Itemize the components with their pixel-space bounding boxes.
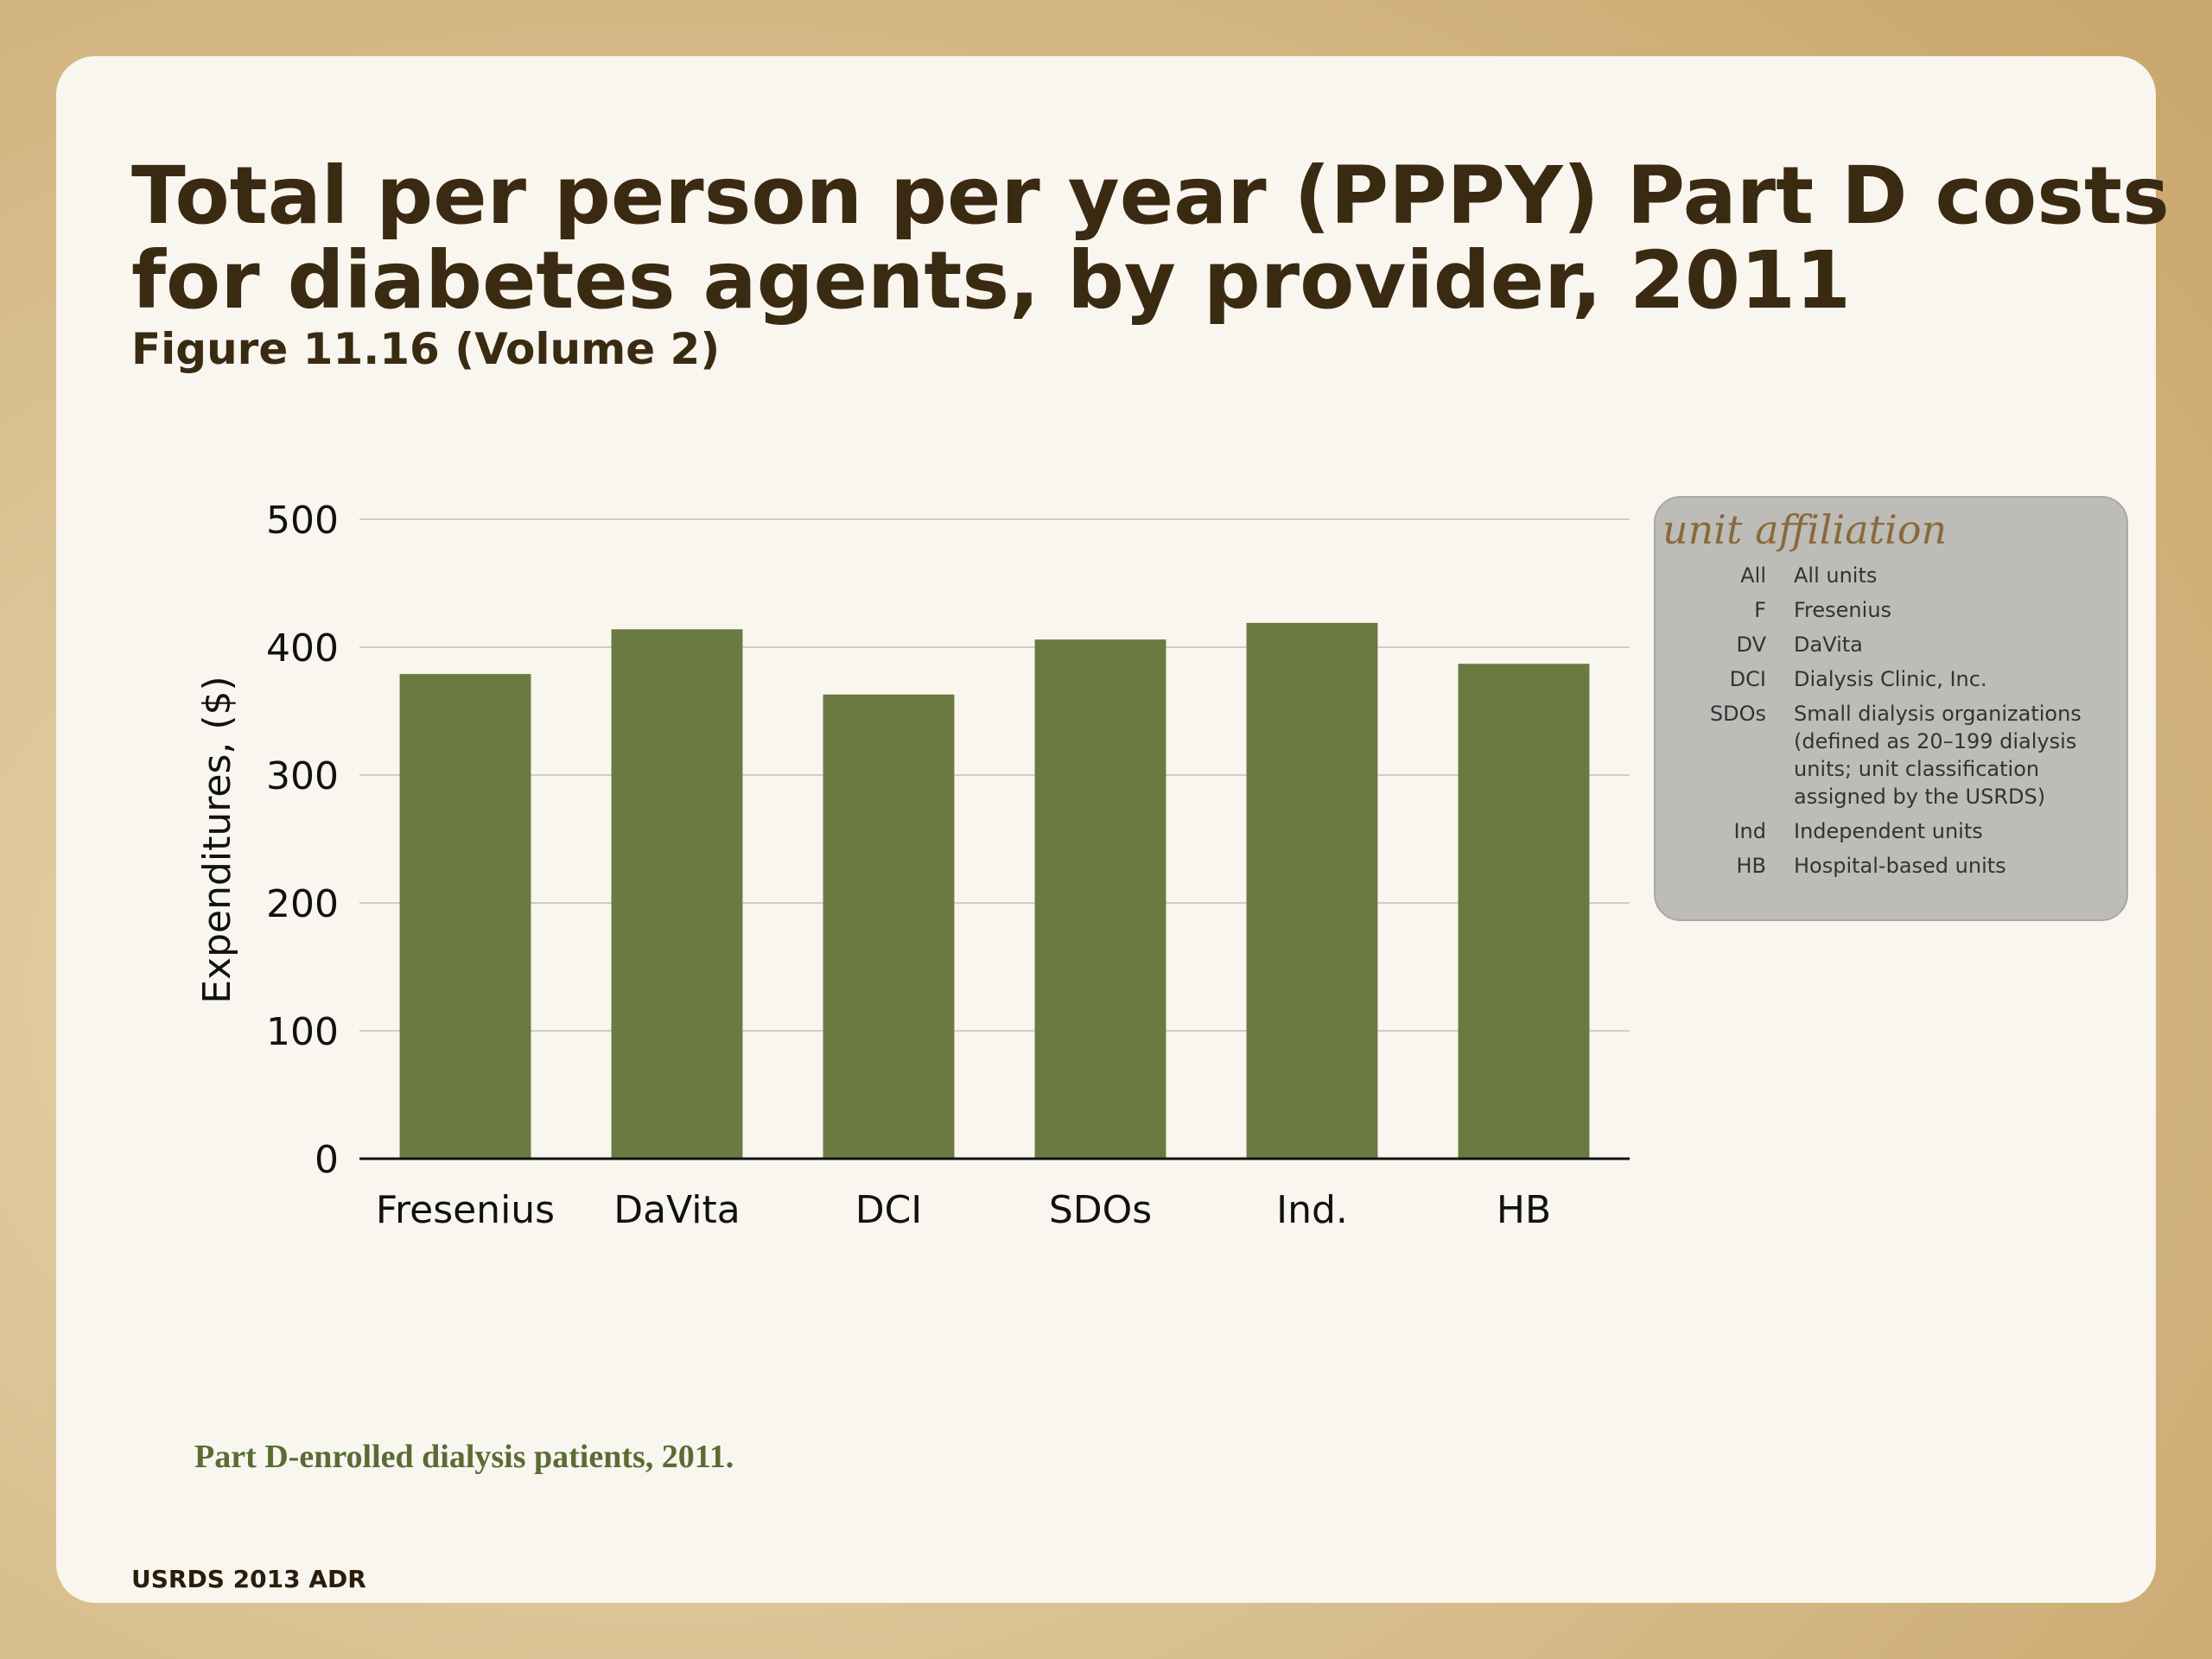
legend-definition: assigned by the USRDS) [1794,785,2045,809]
legend-definition: DaVita [1794,632,1863,657]
y-tick-label: 500 [266,499,339,543]
bar [611,629,743,1159]
legend-definition: Dialysis Clinic, Inc. [1794,667,1987,691]
y-tick-label: 100 [266,1010,339,1054]
bar [1034,639,1166,1159]
bar [1246,622,1378,1159]
y-axis-label: Expenditures, ($) [195,676,239,1003]
legend-abbr: F [1754,598,1766,622]
legend-title: unit affiliation [1662,506,1947,553]
legend-abbr: DV [1737,632,1767,657]
legend-definition: Small dialysis organizations [1794,702,2082,726]
note: Part D-enrolled dialysis patients, 2011. [194,1439,734,1475]
y-tick-label: 200 [266,882,339,926]
x-tick-label: HB [1497,1188,1551,1232]
legend-abbr: SDOs [1710,702,1766,726]
bar [1458,664,1590,1159]
legend-definition: Independent units [1794,819,1983,843]
bar [399,674,531,1159]
legend-abbr: DCI [1730,667,1766,691]
legend-abbr: HB [1736,854,1766,878]
legend-definition: All units [1794,563,1877,588]
x-tick-label: Ind. [1276,1188,1348,1232]
bar [823,694,955,1159]
legend-abbr: Ind [1733,819,1766,843]
legend-definition: Hospital-based units [1794,854,2006,878]
legend-definition: units; unit classification [1794,757,2039,781]
y-tick-label: 0 [315,1138,339,1182]
chart-subtitle: Figure 11.16 (Volume 2) [131,324,720,374]
legend-definition: Fresenius [1794,598,1891,622]
x-tick-label: Fresenius [376,1188,555,1232]
chart-title: Total per person per year (PPPY) Part D … [131,149,2170,242]
y-tick-label: 400 [266,626,339,671]
x-tick-label: DaVita [613,1188,740,1232]
x-tick-label: DCI [855,1188,923,1232]
chart-title: for diabetes agents, by provider, 2011 [131,234,1851,327]
y-tick-label: 300 [266,754,339,798]
legend-abbr: All [1740,563,1766,588]
legend-definition: (defined as 20–199 dialysis [1794,729,2076,753]
legend-box [1654,496,2128,921]
x-tick-label: SDOs [1049,1188,1152,1232]
footer: USRDS 2013 ADR [131,1565,366,1593]
